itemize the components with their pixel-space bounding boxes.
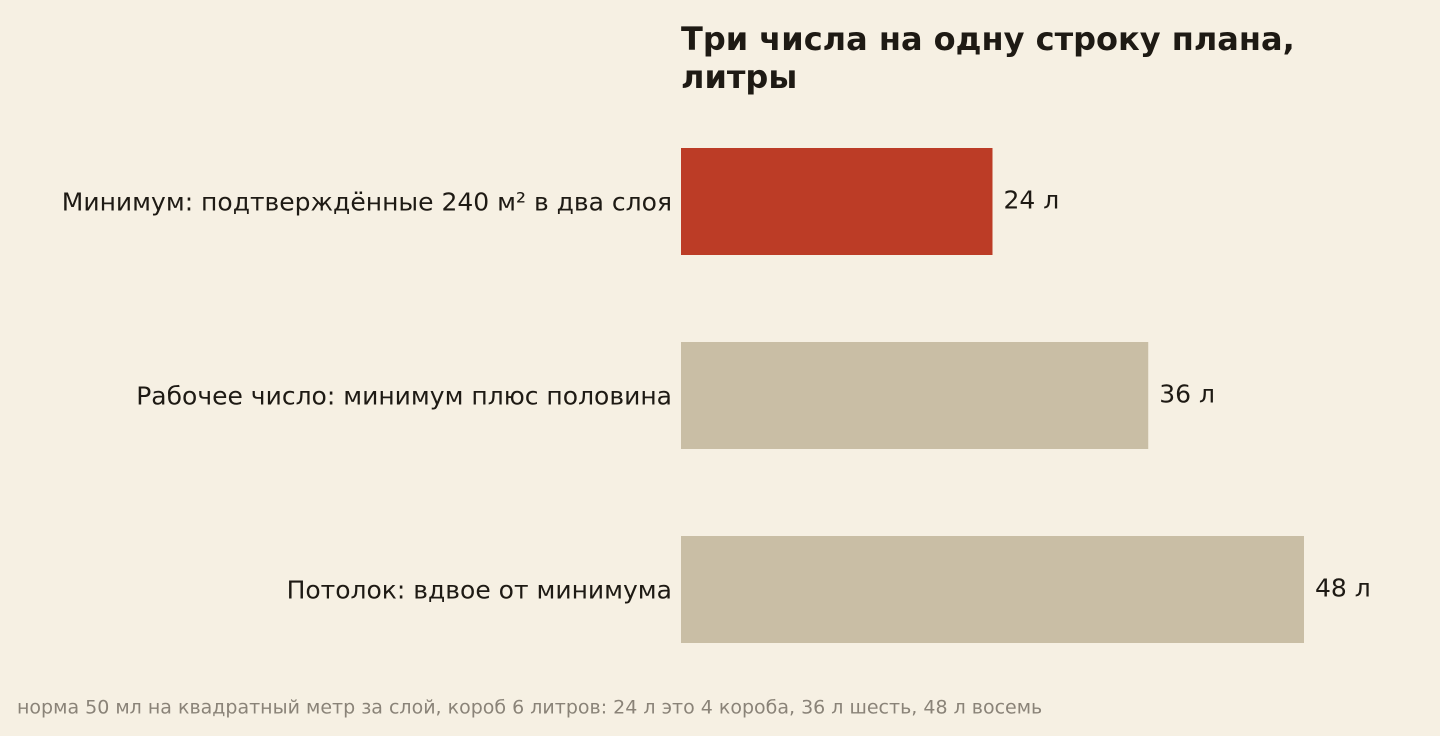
- bar: [681, 342, 1149, 449]
- footnote: норма 50 мл на квадратный метр за слой, …: [17, 697, 1042, 719]
- category-label: Минимум: подтверждённые 240 м² в два сло…: [62, 188, 672, 217]
- value-label: 36 л: [1159, 380, 1215, 409]
- value-label: 48 л: [1315, 574, 1371, 603]
- category-label: Потолок: вдвое от минимума: [287, 576, 672, 605]
- bar: [681, 148, 993, 255]
- bar: [681, 536, 1304, 643]
- category-label: Рабочее число: минимум плюс половина: [136, 382, 672, 411]
- chart-title: Три числа на одну строку плана, литры: [681, 20, 1295, 96]
- value-label: 24 л: [1004, 186, 1060, 215]
